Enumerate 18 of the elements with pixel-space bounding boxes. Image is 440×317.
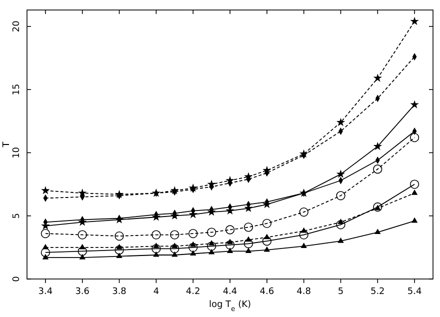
y-tick-label: 5	[12, 212, 22, 219]
x-tick-label: 5.4	[407, 287, 422, 297]
x-axis-title: log T$_{e}$ (K)	[208, 300, 252, 313]
x-tick-label: 3.8	[112, 287, 127, 297]
x-tick-label: 3.4	[38, 287, 53, 297]
y-tick-label: 10	[12, 146, 22, 158]
y-tick-label: 15	[12, 84, 22, 96]
x-tick-label: 4.8	[296, 287, 312, 297]
x-tick-label: 4.4	[222, 287, 238, 297]
x-tick-label: 4.2	[186, 287, 200, 297]
x-tick-label: 4	[153, 287, 160, 297]
x-tick-label: 5.2	[370, 287, 385, 297]
y-tick-label: 20	[12, 20, 22, 32]
x-tick-label: 3.6	[75, 287, 90, 297]
y-axis-title: T	[2, 141, 12, 148]
y-tick-label: 0	[12, 276, 22, 282]
x-tick-label: 5	[338, 287, 344, 297]
x-tick-label: 4.6	[260, 287, 274, 297]
